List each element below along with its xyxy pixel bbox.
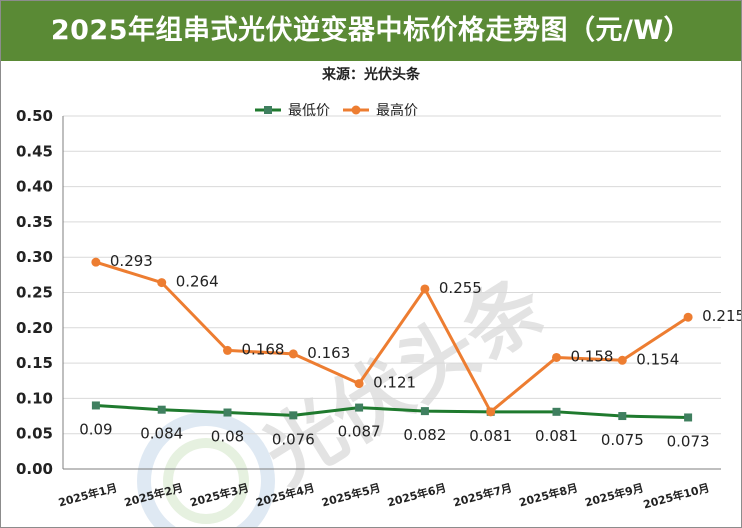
y-tick-label: 0.40 [16,178,53,196]
data-label-max: 0.168 [242,340,285,358]
y-tick-label: 0.45 [16,142,53,160]
data-label-min: 0.073 [667,432,710,450]
x-tick-label: 2025年9月 [583,480,645,509]
data-point-max [157,278,167,288]
data-point-min [684,413,693,422]
x-tick-label: 2025年6月 [386,480,448,509]
data-label-max: 0.293 [110,252,153,270]
data-label-min: 0.075 [601,431,644,449]
data-point-max [617,355,627,365]
data-point-max [683,312,693,322]
y-tick-label: 0.05 [16,425,53,443]
data-label-max: 0.264 [176,273,219,291]
data-label-max: 0.158 [571,347,614,365]
data-point-min [618,412,627,421]
data-label-min: 0.084 [140,425,183,443]
data-label-max: 0.121 [373,374,416,392]
data-point-max [288,349,298,359]
legend-marker-circle [351,105,361,115]
legend: 最低价 最高价 [255,102,418,119]
x-tick-label: 2025年10月 [642,480,711,511]
data-label-min: 0.08 [211,428,244,446]
data-point-max [91,257,101,267]
data-label-min: 0.087 [338,423,381,441]
data-point-min [289,411,298,420]
x-tick-label: 2025年5月 [320,480,382,509]
chart-title: 2025年组串式光伏逆变器中标价格走势图（元/W） [1,1,741,61]
watermark-logo [137,412,275,527]
y-tick-label: 0.15 [16,354,53,372]
data-labels: 0.09 0.084 0.08 0.076 0.087 0.082 0.081 0.081 0.… [79,252,741,450]
data-label-min: 0.081 [469,427,512,445]
y-tick-label: 0.25 [16,284,53,302]
data-point-max [552,352,561,362]
data-point-max [354,379,364,389]
y-tick-label: 0.35 [16,213,53,231]
y-tick-label: 0.50 [16,107,53,125]
series [91,257,693,422]
data-label-min: 0.082 [403,426,446,444]
y-tick-label: 0.00 [16,460,53,478]
legend-label-1: 最高价 [376,102,418,119]
data-point-min [355,403,364,412]
data-label-max: 0.255 [439,279,482,297]
data-point-max [420,284,430,294]
data-label-max: 0.154 [636,350,679,368]
series-line-1 [95,260,689,414]
y-tick-label: 0.20 [16,319,53,337]
legend-label-0: 最低价 [288,103,330,119]
x-tick-label: 2025年1月 [57,480,119,509]
legend-marker-square [264,106,272,114]
data-point-min [420,407,429,416]
data-label-min: 0.09 [79,420,112,438]
data-point-min [91,401,100,410]
data-point-min [157,405,166,414]
data-label-max: 0.215 [702,307,741,325]
series-line-0 [95,403,689,419]
data-label-max: 0.163 [307,344,350,362]
x-tick-label: 2025年7月 [452,480,514,509]
data-point-min [552,407,561,416]
grid [63,115,721,435]
data-label-min: 0.081 [535,427,578,445]
data-point-min [223,408,232,417]
y-tick-label: 0.10 [16,389,53,407]
watermark-logo-inner [163,438,249,524]
x-tick-label: 2025年8月 [517,480,579,509]
data-point-max [486,407,496,417]
y-tick-label: 0.30 [16,248,53,266]
data-label-min: 0.076 [272,430,315,448]
data-point-max [223,345,232,355]
source-label: 来源：光伏头条 [322,67,420,83]
